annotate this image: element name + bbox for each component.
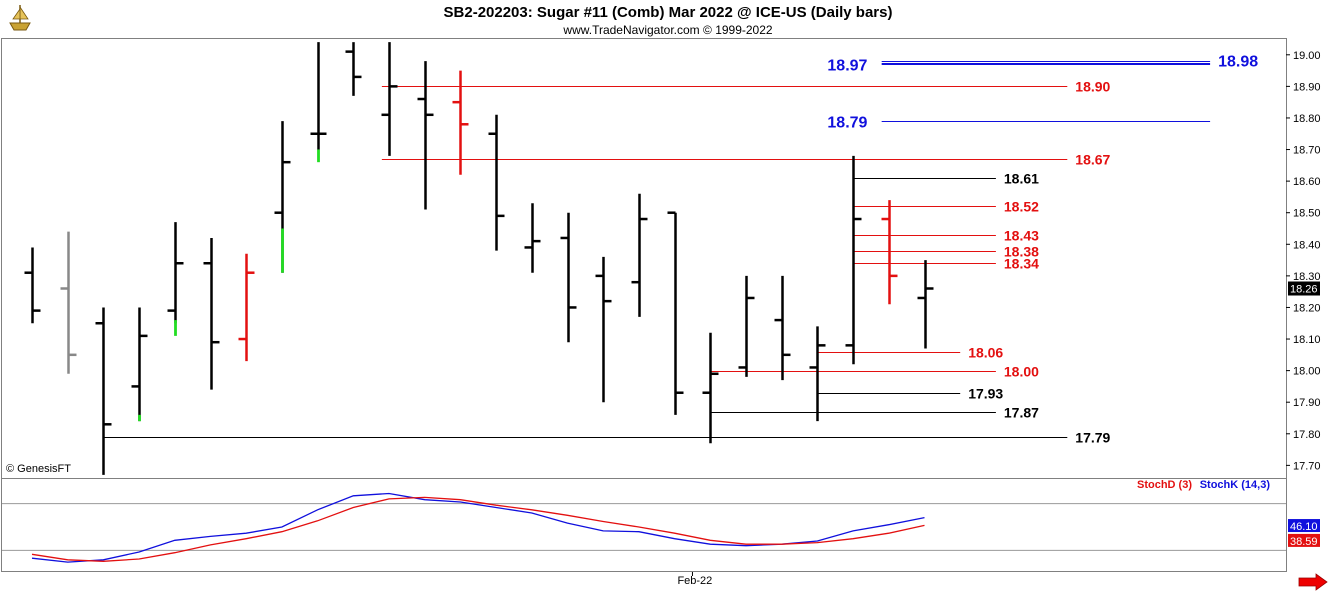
stochastic-last-label: 38.59 (1290, 536, 1318, 548)
last-price-badge (1288, 281, 1320, 296)
ohlc-bar (24, 247, 41, 324)
ohlc-bar (595, 256, 612, 403)
ohlc-bar (417, 61, 434, 210)
price-level-label: 18.79 (827, 115, 867, 132)
price-tick-label: 18.30 (1293, 271, 1321, 283)
time-axis: Feb-22 (677, 572, 712, 587)
price-level-label: 18.34 (1004, 256, 1039, 272)
price-level-label: 17.87 (1004, 405, 1039, 421)
price-tick-label: 18.00 (1293, 366, 1321, 378)
price-level-label: 17.79 (1075, 430, 1110, 446)
ohlc-bar (881, 200, 898, 305)
price-tick-label: 18.70 (1293, 145, 1321, 157)
ohlc-bar (560, 212, 577, 343)
last-price-label: 18.26 (1290, 284, 1318, 296)
price-level-label: 18.00 (1004, 364, 1039, 380)
chart-header: SB2-202203: Sugar #11 (Comb) Mar 2022 @ … (9, 4, 893, 37)
stochastic-last-badge (1288, 533, 1320, 547)
price-tick-label: 17.70 (1293, 460, 1321, 472)
price-level-label: 18.98 (1218, 54, 1258, 71)
price-tick-label: 18.60 (1293, 176, 1321, 188)
price-level-label: 17.93 (968, 386, 1003, 402)
ohlc-bar (631, 193, 648, 317)
ohlc-bar (345, 42, 362, 96)
ohlc-bar (238, 253, 255, 362)
ohlc-bar (381, 42, 398, 156)
stochastic-last-badge (1288, 519, 1320, 533)
price-tick-label: 19.00 (1293, 50, 1321, 62)
ohlc-bar (274, 121, 291, 273)
time-tick-label: Feb-22 (677, 575, 712, 587)
ohlc-bar (702, 332, 719, 444)
ohlc-bar (452, 70, 469, 175)
ohlc-bar (845, 155, 862, 365)
right-arrow-icon[interactable] (1298, 573, 1328, 591)
price-levels: 18.98 18.97 18.90 18.79 18.67 18.61 18.52 18.43… (103, 54, 1258, 446)
ohlc-bar (310, 42, 327, 163)
price-tick-label: 17.80 (1293, 429, 1321, 441)
copyright-footer: © GenesisFT (6, 463, 71, 475)
price-tick-label: 18.50 (1293, 208, 1321, 220)
price-tick-label: 17.90 (1293, 397, 1321, 409)
ship-icon[interactable] (9, 5, 31, 31)
price-tick-label: 18.40 (1293, 239, 1321, 251)
price-level-label: 18.38 (1004, 244, 1039, 260)
price-tick-label: 18.20 (1293, 302, 1321, 314)
ohlc-bar (524, 203, 541, 273)
price-level-label: 18.67 (1075, 152, 1110, 168)
chart-subtitle: www.TradeNavigator.com © 1999-2022 (562, 23, 772, 37)
stochastic-legend-label: StochD (3) (1137, 479, 1192, 491)
price-level-label: 18.61 (1004, 171, 1039, 187)
stochastic-series-line (31, 496, 925, 562)
price-tick-label: 18.80 (1293, 113, 1321, 125)
ohlc-bar (203, 237, 220, 390)
price-level-label: 18.90 (1075, 79, 1110, 95)
ohlc-bar (774, 275, 791, 381)
price-level-label: 18.06 (968, 345, 1003, 361)
ohlc-bar (917, 260, 934, 349)
price-level-label: 18.97 (827, 58, 867, 75)
stochastic-last-label: 46.10 (1290, 521, 1318, 533)
price-level-label: 18.43 (1004, 228, 1039, 244)
chart-title: SB2-202203: Sugar #11 (Comb) Mar 2022 @ … (444, 4, 893, 21)
ohlc-bar (60, 231, 77, 374)
price-level-label: 18.52 (1004, 199, 1039, 215)
ohlc-bar (167, 222, 184, 336)
ohlc-bar (488, 114, 505, 251)
stochastic-legend-label: StochK (14,3) (1200, 479, 1271, 491)
ohlc-bar (131, 307, 148, 422)
ohlc-bar (809, 326, 826, 422)
price-tick-label: 18.10 (1293, 334, 1321, 346)
ohlc-bar (95, 307, 112, 475)
price-tick-label: 18.90 (1293, 81, 1321, 93)
price-bars (24, 42, 934, 475)
ohlc-bar (738, 275, 755, 377)
price-axis: 17.70 17.80 17.90 18.00 18.10 18.20 18.30 18.40… (1286, 50, 1321, 472)
ohlc-bar (667, 211, 684, 415)
stochastic-panel: StochK (14,3) StochD (3) 46.10 38.59 (2, 479, 1320, 563)
